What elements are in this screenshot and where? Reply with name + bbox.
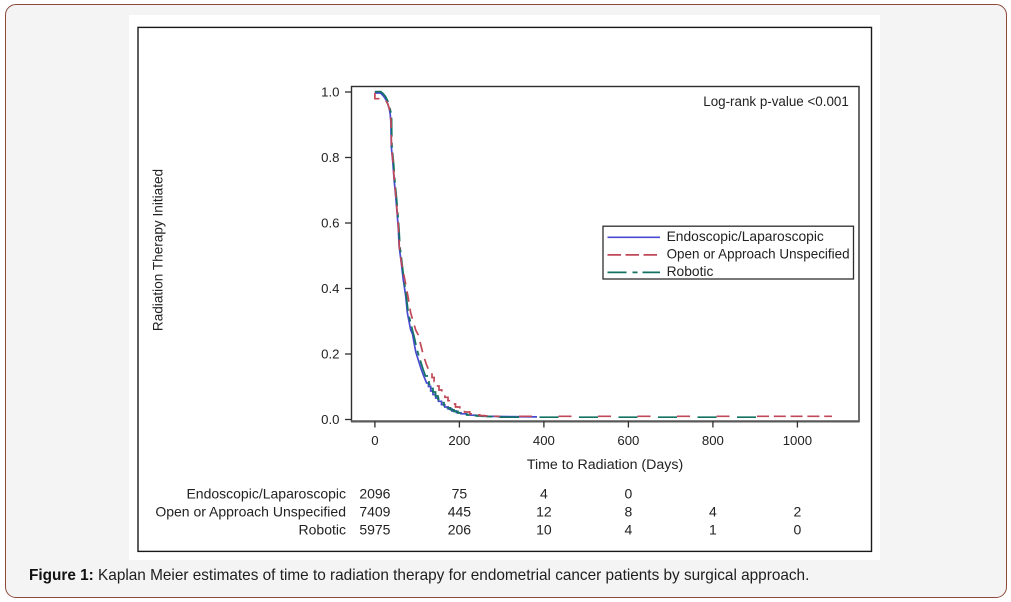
svg-text:0.8: 0.8	[321, 150, 339, 165]
svg-text:12: 12	[536, 503, 552, 519]
svg-text:0.4: 0.4	[321, 281, 339, 296]
svg-text:1000: 1000	[783, 433, 812, 448]
svg-text:0.0: 0.0	[321, 412, 339, 427]
svg-text:10: 10	[536, 521, 552, 537]
svg-text:2096: 2096	[359, 485, 390, 501]
svg-text:0.2: 0.2	[321, 347, 339, 362]
svg-text:1.0: 1.0	[321, 85, 339, 100]
svg-text:Robotic: Robotic	[299, 521, 346, 537]
svg-text:75: 75	[452, 485, 468, 501]
svg-text:206: 206	[448, 521, 472, 537]
svg-text:7409: 7409	[359, 503, 390, 519]
svg-text:4: 4	[709, 503, 717, 519]
svg-text:0.6: 0.6	[321, 216, 339, 231]
svg-text:2: 2	[794, 503, 802, 519]
svg-text:1: 1	[709, 521, 717, 537]
svg-text:445: 445	[448, 503, 472, 519]
svg-text:Endoscopic/Laparoscopic: Endoscopic/Laparoscopic	[186, 485, 346, 501]
svg-text:Open or Approach Unspecified: Open or Approach Unspecified	[667, 246, 850, 261]
svg-text:400: 400	[533, 433, 555, 448]
svg-text:4: 4	[625, 521, 633, 537]
svg-text:Open or Approach Unspecified: Open or Approach Unspecified	[155, 503, 346, 519]
svg-text:5975: 5975	[359, 521, 390, 537]
svg-text:Robotic: Robotic	[667, 264, 714, 279]
svg-text:Radiation Therapy Initiated: Radiation Therapy Initiated	[151, 169, 166, 331]
svg-text:800: 800	[702, 433, 724, 448]
svg-text:0: 0	[371, 433, 378, 448]
svg-text:0: 0	[625, 485, 633, 501]
svg-text:600: 600	[617, 433, 639, 448]
svg-text:Endoscopic/Laparoscopic: Endoscopic/Laparoscopic	[667, 229, 824, 244]
svg-text:4: 4	[540, 485, 548, 501]
svg-text:0: 0	[794, 521, 802, 537]
svg-text:Time to Radiation (Days): Time to Radiation (Days)	[527, 457, 683, 473]
svg-text:Log-rank p-value <0.001: Log-rank p-value <0.001	[703, 94, 849, 109]
svg-text:8: 8	[625, 503, 633, 519]
svg-text:200: 200	[448, 433, 470, 448]
